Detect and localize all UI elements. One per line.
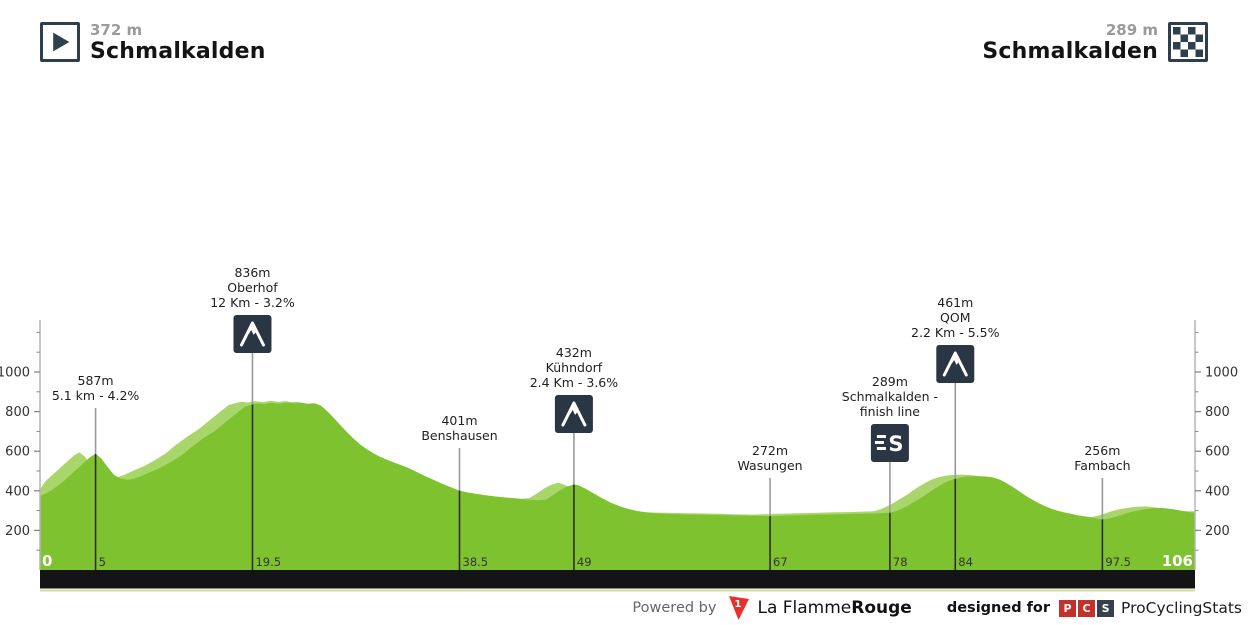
y-axis-tick-label: 400	[5, 484, 30, 499]
climb-icon	[936, 345, 975, 383]
annotation-label: 432m	[556, 345, 592, 360]
footer: Powered by 1 La FlammeRouge designed for…	[0, 595, 1242, 621]
annotation-label: 12 Km - 3.2%	[210, 295, 295, 310]
annotation-label: Fambach	[1074, 458, 1130, 473]
y-axis-tick-label: 600	[5, 445, 30, 460]
y-axes: 200 400 600 800 1000 200 400 600 800 1000	[0, 320, 1238, 570]
x-axis-tick-label: 38.5	[463, 555, 489, 569]
finish-altitude: 289 m	[1105, 21, 1158, 39]
annotation-label: Oberhof	[227, 280, 278, 295]
powered-by-label: Powered by	[632, 600, 717, 616]
annotation-label: 2.2 Km - 5.5%	[911, 325, 1000, 340]
climb-icon	[233, 315, 272, 353]
y-axis-tick-label: 1000	[1205, 366, 1238, 381]
annotation-label: Schmalkalden -	[842, 389, 938, 404]
annotation-label: QOM	[940, 310, 970, 325]
y-axis-tick-label: 800	[5, 405, 30, 420]
start-flag-icon	[40, 22, 80, 62]
y-axis-tick-label: 1000	[0, 366, 30, 381]
annotation-label: 401m	[441, 413, 477, 428]
annotation-label: 5.1 km - 4.2%	[52, 388, 140, 403]
annotation-label: Wasungen	[737, 458, 802, 473]
y-axis-tick-label: 800	[1205, 405, 1230, 420]
procyclingstats-link[interactable]: ProCyclingStats	[1121, 599, 1242, 617]
sprint-icon: S	[870, 424, 909, 462]
x-axis-tick-label: 106	[1162, 552, 1193, 570]
start-header: 372 m Schmalkalden	[40, 22, 276, 65]
climb-icon	[554, 395, 593, 433]
svg-text:S: S	[888, 432, 903, 456]
finish-city: Schmalkalden	[982, 39, 1158, 64]
profile-area	[40, 402, 1195, 570]
bottom-bar	[40, 570, 1195, 589]
annotation-label: 461m	[937, 295, 973, 310]
annotation-label: 836m	[234, 265, 270, 280]
annotation-label: 289m	[872, 374, 908, 389]
x-axis-tick-label: 67	[773, 555, 788, 569]
finish-flag-icon	[1168, 22, 1208, 62]
y-axis-tick-label: 200	[5, 524, 30, 539]
annotation-label: 272m	[752, 443, 788, 458]
laflammerouge-link[interactable]: La FlammeRouge	[757, 598, 912, 618]
y-axis-tick-label: 400	[1205, 484, 1230, 499]
annotation-label: 2.4 Km - 3.6%	[530, 375, 619, 390]
y-axis-tick-label: 200	[1205, 524, 1230, 539]
designed-for-label: designed for	[946, 600, 1051, 616]
start-city: Schmalkalden	[90, 39, 266, 64]
y-axis-tick-label: 600	[1205, 445, 1230, 460]
annotation-label: Benshausen	[421, 428, 497, 443]
annotation-label: finish line	[860, 404, 921, 419]
svg-text:1: 1	[735, 599, 742, 610]
elevation-profile-chart[interactable]: 587m 5.1 km - 4.2% 836m Oberhof 12 Km - 3.2%…	[0, 225, 1250, 593]
annotation-label: Kühndorf	[546, 360, 603, 375]
x-axis-tick-label: 49	[577, 555, 592, 569]
x-axis-tick-label: 5	[99, 555, 106, 569]
pcs-logo-icon[interactable]: P C S	[1059, 599, 1115, 617]
x-axis-tick-label: 19.5	[255, 555, 281, 569]
x-axis-tick-label: 84	[958, 555, 973, 569]
start-altitude: 372 m	[90, 21, 143, 39]
annotation-label: 587m	[78, 373, 114, 388]
x-axis-tick-label: 0	[42, 552, 52, 570]
x-axis-tick-label: 97.5	[1105, 555, 1131, 569]
x-axis-tick-label: 78	[893, 555, 908, 569]
laflammerouge-logo-icon[interactable]: 1	[727, 595, 750, 621]
finish-header: 289 m Schmalkalden	[972, 22, 1208, 65]
annotation-label: 256m	[1084, 443, 1120, 458]
